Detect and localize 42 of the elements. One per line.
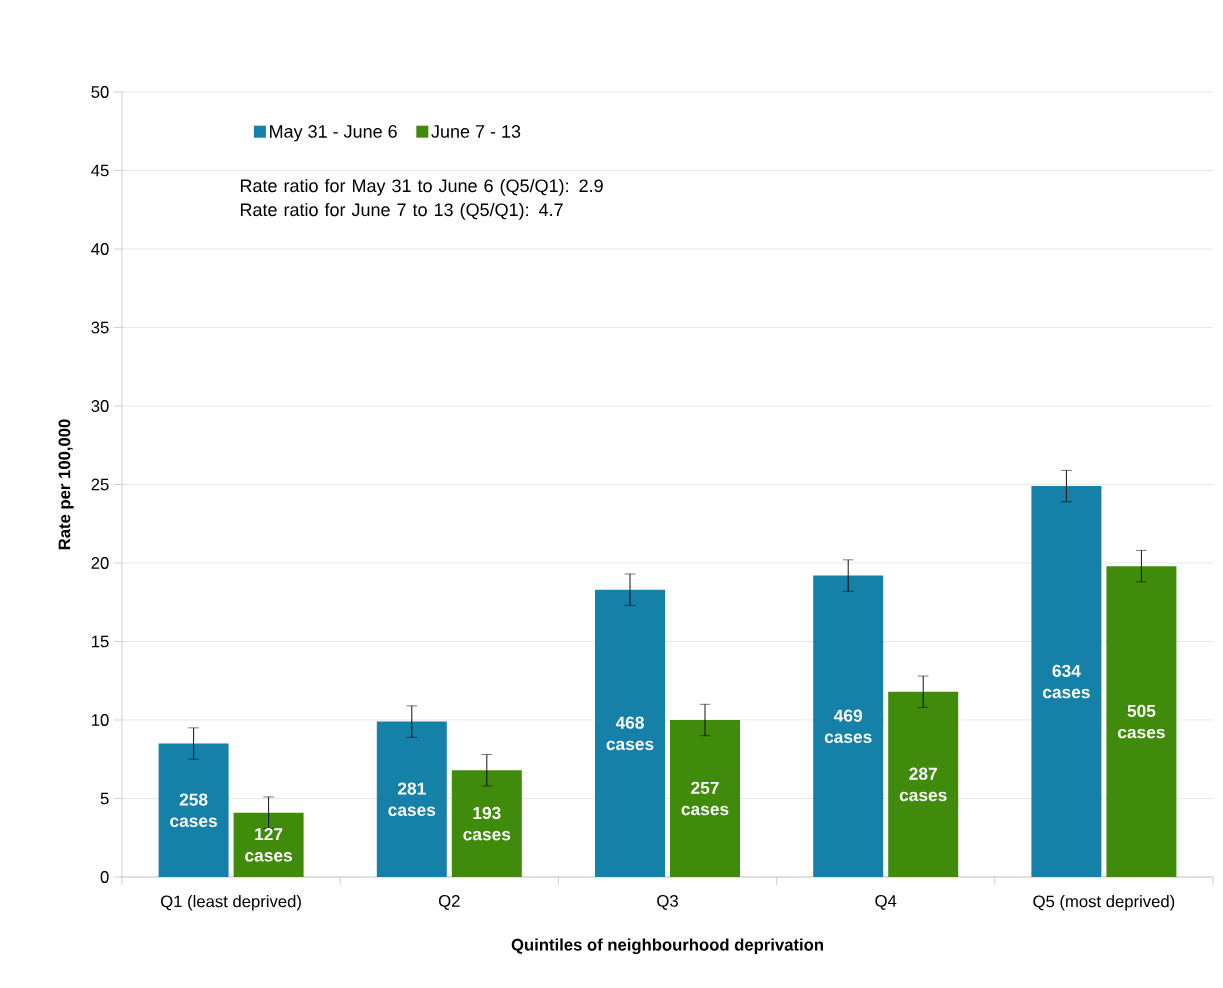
y-axis-title: Rate per 100,000	[58, 419, 74, 550]
bar	[158, 743, 229, 877]
x-tick-label: Q4	[875, 895, 897, 910]
bar	[376, 721, 447, 877]
y-tick-label: 45	[91, 164, 109, 177]
y-tick-label: 50	[91, 86, 109, 98]
y-tick-label: 35	[91, 321, 109, 334]
bar	[1106, 566, 1177, 877]
bar	[595, 589, 666, 877]
y-tick-label: 0	[100, 871, 109, 883]
x-axis-title: Quintiles of neighbourhood deprivation	[511, 938, 823, 955]
legend-label: May 31 - June 6	[270, 125, 397, 142]
annotation: 287 cases	[899, 767, 947, 802]
x-tick-label: Q5 (most deprived)	[1033, 895, 1175, 911]
annotation: 193 cases	[463, 806, 511, 841]
bar	[233, 812, 304, 877]
x-tick-label: Q2	[438, 895, 460, 910]
bar	[888, 691, 959, 877]
annotation: 505 cases	[1117, 704, 1165, 739]
annotation: 258 cases	[170, 793, 217, 828]
y-tick-label: 30	[91, 400, 109, 412]
bar	[670, 720, 741, 877]
y-tick-label: 20	[91, 557, 109, 569]
annotation: 634 cases	[1042, 664, 1090, 699]
legend-label: June 7 - 13	[431, 125, 521, 138]
y-tick-label: 40	[91, 243, 109, 255]
annotation: 469 cases	[824, 709, 872, 744]
annotation: Rate ratio for June 7 to 13 (Q5/Q1): 4.7	[240, 202, 563, 220]
y-tick-label: 5	[100, 792, 109, 805]
annotation: 468 cases	[606, 716, 654, 751]
y-tick-label: 10	[92, 714, 109, 726]
annotation: Rate ratio for May 31 to June 6 (Q5/Q1): 2.9	[240, 178, 603, 196]
x-tick-label: Q1 (least deprived)	[161, 895, 301, 911]
annotation: 281 cases	[388, 782, 436, 817]
x-tick-label: Q3	[657, 895, 678, 910]
bar	[451, 770, 522, 877]
bar	[1031, 486, 1102, 877]
y-tick-label: 25	[91, 478, 109, 491]
annotation: 257 cases	[681, 781, 729, 816]
annotation: 127 cases	[245, 828, 292, 862]
bar	[813, 575, 884, 877]
y-tick-label: 15	[92, 635, 109, 648]
